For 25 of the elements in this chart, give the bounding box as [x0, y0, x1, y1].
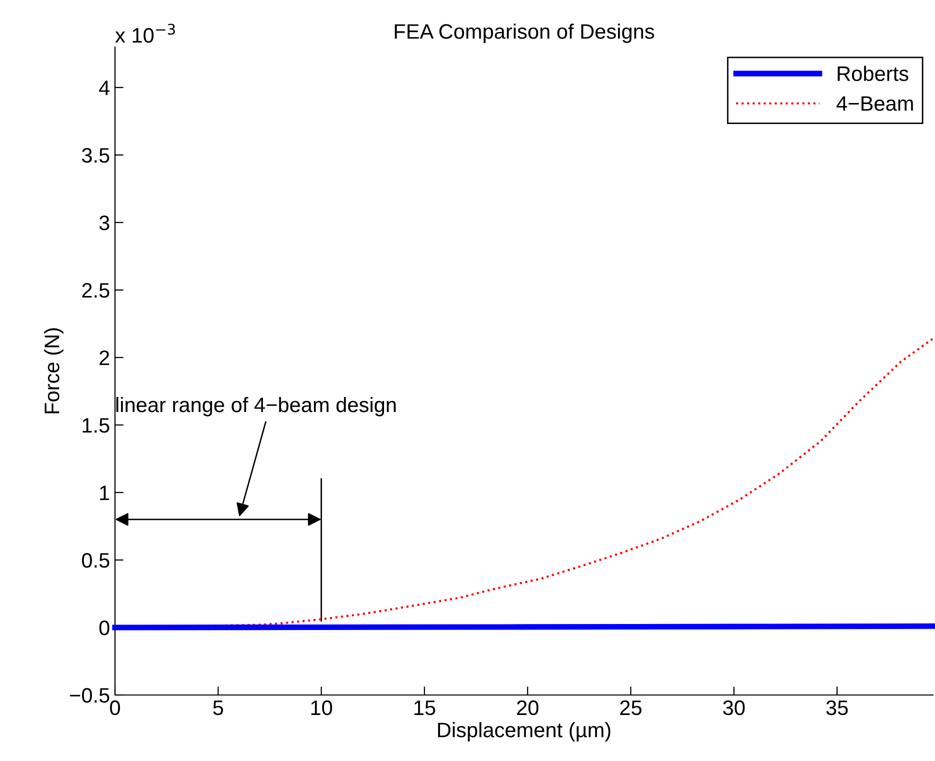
y-tick-label: 0: [99, 620, 110, 636]
x-axis-title: Displacement (µm): [438, 722, 610, 742]
y-tick-label: 3: [99, 216, 110, 230]
y-tick-label: 4: [99, 80, 110, 96]
x-tick-label: 25: [620, 700, 642, 716]
y-tick-label: 2.5: [82, 283, 110, 298]
x-tick-label: 15: [414, 700, 436, 716]
y-axis-title: Force (N): [44, 328, 64, 414]
y-tick-label: 2: [100, 350, 110, 366]
x-tick-label: 20: [517, 700, 538, 716]
legend-label: 4−Beam: [836, 96, 913, 111]
x-tick-label: 5: [213, 700, 224, 716]
y-tick-label: 0.5: [82, 553, 110, 568]
x-tick-label: 30: [723, 700, 745, 716]
y-tick-label: −0.5: [70, 688, 110, 703]
x-tick-label: 0: [110, 700, 120, 716]
x-tick-label: 35: [826, 700, 848, 716]
y-tick-label: 1.5: [82, 418, 110, 433]
legend-label: Roberts: [838, 66, 908, 82]
y-tick-label: 1: [100, 486, 110, 500]
text: x 10$^{−3}$: [115, 24, 175, 43]
x-tick-label: 10: [311, 700, 332, 716]
chart-title: FEA Comparison of Designs: [394, 24, 654, 43]
annotation: linear range of 4−beam design: [116, 396, 396, 416]
y-tick-label: 3.5: [82, 148, 110, 163]
